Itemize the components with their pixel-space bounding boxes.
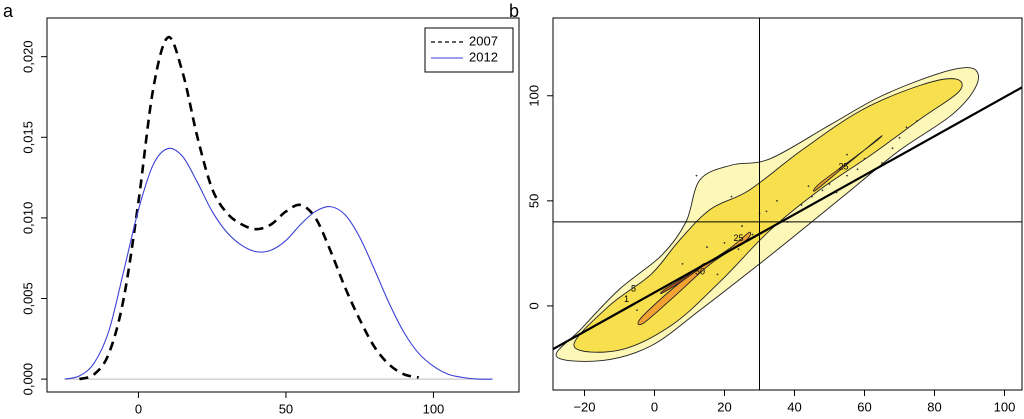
- y-tick-label: 0,015: [20, 121, 35, 154]
- x-tick-label: 100: [994, 399, 1016, 414]
- plot-area: 25 25 50 51: [553, 18, 1022, 390]
- legend-box: [424, 27, 514, 73]
- panel-label: a: [3, 1, 14, 21]
- scatter-point: [741, 225, 743, 227]
- x-tick-label: 40: [787, 399, 801, 414]
- plot-area: [64, 36, 493, 381]
- y-tick-label: 0,010: [20, 202, 35, 235]
- scatter-point: [636, 309, 638, 312]
- legend-label: 2007: [469, 33, 498, 48]
- x-tick-label: 0: [651, 399, 658, 414]
- scatter-point: [776, 199, 778, 202]
- scatter-point: [716, 273, 719, 276]
- scatter-point: [898, 136, 901, 139]
- scatter-point: [811, 195, 813, 198]
- scatter-point: [765, 210, 768, 213]
- scatter-point: [695, 174, 698, 177]
- contour: [573, 78, 963, 353]
- scatter-point: [846, 153, 848, 156]
- contour-label: 50: [695, 267, 705, 277]
- scatter-point: [821, 189, 824, 192]
- scatter-point: [681, 262, 684, 265]
- scatter-point: [723, 241, 726, 244]
- plot-frame: [46, 17, 520, 393]
- scatter-point: [737, 248, 740, 251]
- contour-label: 25: [838, 162, 848, 172]
- scatter-point: [730, 195, 733, 198]
- scatter-point: [856, 168, 859, 171]
- x-tick-label: 20: [717, 399, 731, 414]
- y-tick-label: 0,000: [20, 363, 35, 396]
- x-tick-label: 80: [927, 399, 941, 414]
- scatter-point: [881, 162, 883, 164]
- scatter-point: [751, 233, 754, 236]
- y-tick-label: 0,005: [20, 282, 35, 315]
- y-tick-label: 50: [526, 194, 541, 208]
- contour-label: 25: [733, 233, 743, 243]
- x-tick-label: 50: [279, 401, 293, 416]
- y-tick-label: 100: [526, 85, 541, 107]
- x-tick-label: 60: [857, 399, 871, 414]
- y-tick-label: 0,020: [20, 40, 35, 73]
- legend-label: 2012: [469, 49, 498, 64]
- series-line: [79, 36, 419, 381]
- scatter-point: [706, 246, 708, 248]
- x-tick-label: 0: [135, 401, 142, 416]
- scatter-point: [828, 183, 831, 185]
- panel-label: b: [509, 1, 519, 21]
- contour: [812, 135, 883, 192]
- regression-line: [553, 86, 1022, 351]
- scatter-point: [916, 120, 918, 122]
- y-tick-label: 0: [526, 302, 541, 309]
- contour-label: 5: [631, 283, 636, 293]
- scatter-point: [807, 185, 810, 188]
- scatter-point: [846, 174, 848, 177]
- scatter-point: [891, 147, 894, 150]
- series-line: [64, 147, 493, 380]
- x-tick-label: −20: [573, 399, 595, 414]
- x-tick-label: 100: [423, 401, 445, 416]
- contour-label: 1: [624, 294, 629, 304]
- plot-frame: [552, 17, 1023, 391]
- scatter-point: [905, 126, 908, 129]
- scatter-point: [863, 157, 866, 160]
- scatter-point: [800, 204, 803, 206]
